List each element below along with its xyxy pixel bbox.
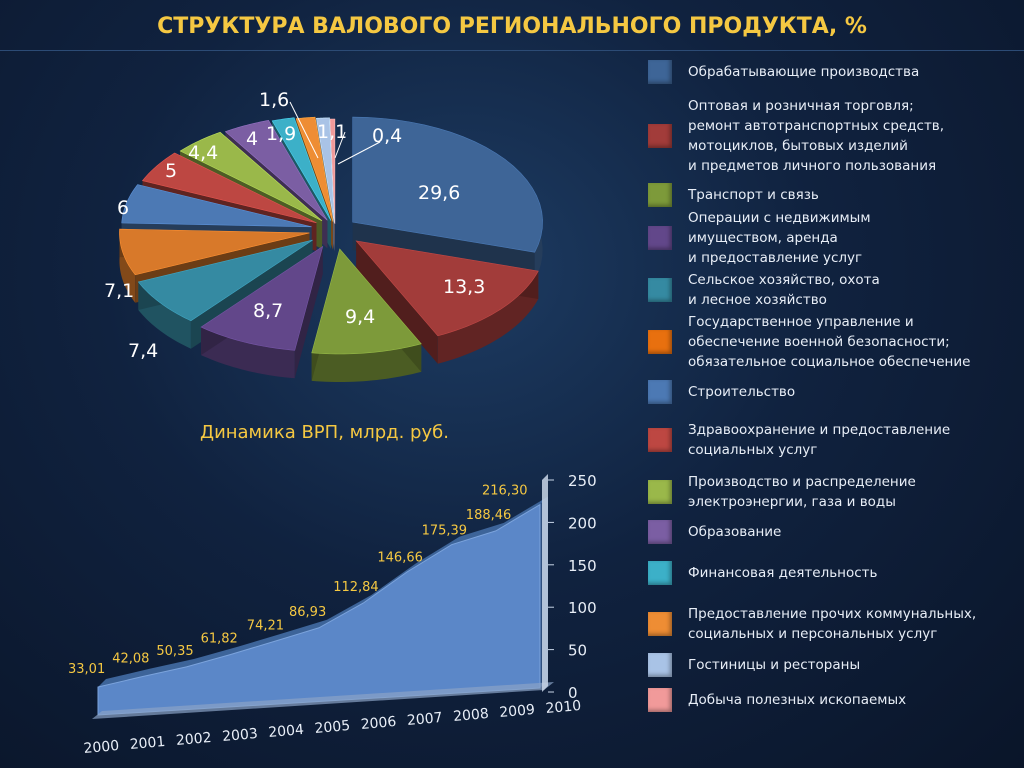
legend-label: Транспорт и связь — [688, 187, 819, 203]
legend-swatch — [648, 183, 672, 207]
pie-chart — [119, 101, 543, 382]
area-value-label: 74,21 — [247, 618, 284, 633]
pie-label-7: 6 — [117, 197, 130, 219]
legend-swatch — [648, 653, 672, 677]
legend-label: Гостиницы и рестораны — [688, 657, 861, 673]
y-tick-label: 250 — [568, 472, 597, 490]
page-title: СТРУКТУРА ВАЛОВОГО РЕГИОНАЛЬНОГО ПРОДУКТ… — [157, 14, 867, 39]
legend-swatch — [648, 428, 672, 452]
legend-item: Образование — [648, 520, 781, 544]
legend-swatch — [648, 330, 672, 354]
x-tick-label: 2008 — [453, 706, 490, 725]
legend-swatch — [648, 60, 672, 84]
pie-label-3: 9,4 — [345, 306, 376, 328]
legend-swatch — [648, 561, 672, 585]
legend-item: Операции с недвижимым имуществом, аренда… — [648, 208, 871, 268]
legend-swatch — [648, 520, 672, 544]
legend-item: Строительство — [648, 380, 795, 404]
pie-label-2: 13,3 — [443, 276, 486, 298]
x-tick-label: 2000 — [83, 738, 120, 757]
legend-label: Государственное управление и обеспечение… — [688, 314, 971, 370]
pie-label-1: 29,6 — [418, 182, 461, 204]
pie-label-12: 1,6 — [259, 89, 290, 111]
legend-item: Обрабатывающие производства — [648, 60, 919, 84]
pie-label-8: 5 — [165, 160, 178, 182]
legend-swatch — [648, 612, 672, 636]
area-value-label: 86,93 — [289, 605, 326, 620]
legend-label: Предоставление прочих коммунальных, соци… — [688, 606, 977, 642]
legend-item: Сельское хозяйство, охота и лесное хозяй… — [648, 270, 880, 310]
pie-slice-4 — [200, 245, 324, 379]
area-value-label: 50,35 — [156, 644, 193, 659]
pie-label-4: 8,7 — [253, 300, 284, 322]
y-tick-label: 0 — [568, 684, 578, 702]
area-chart-title: Динамика ВРП, млрд. руб. — [200, 422, 449, 443]
legend-item: Здравоохранение и предоставление социаль… — [648, 420, 950, 460]
legend-item: Предоставление прочих коммунальных, соци… — [648, 604, 976, 644]
x-tick-label: 2001 — [129, 734, 166, 753]
pie-label-9: 4,4 — [188, 142, 219, 164]
x-tick-label: 2009 — [499, 702, 536, 721]
legend-item: Гостиницы и рестораны — [648, 653, 860, 677]
x-tick-label: 2002 — [175, 730, 212, 749]
y-axis-wall — [542, 474, 548, 692]
legend-label: Производство и распределение электроэнер… — [688, 474, 916, 510]
y-tick-label: 100 — [568, 599, 597, 617]
pie-slice-3 — [311, 248, 422, 382]
legend-swatch — [648, 226, 672, 250]
pie-leader-lines — [289, 101, 381, 165]
area-value-label: 33,01 — [68, 662, 105, 677]
area-value-label: 146,66 — [377, 551, 423, 566]
legend-swatch — [648, 380, 672, 404]
y-tick-label: 150 — [568, 557, 597, 575]
area-value-label: 112,84 — [333, 580, 379, 595]
area-floor — [92, 682, 554, 719]
legend-swatch — [648, 688, 672, 712]
area-value-label: 61,82 — [201, 631, 238, 646]
x-tick-label: 2004 — [268, 722, 305, 741]
y-tick-label: 200 — [568, 514, 597, 532]
header-divider — [0, 50, 1024, 51]
pie-slice-2 — [355, 240, 539, 364]
legend-item: Транспорт и связь — [648, 183, 819, 207]
legend-swatch — [648, 480, 672, 504]
legend-label: Операции с недвижимым имуществом, аренда… — [688, 210, 871, 266]
legend-label: Строительство — [688, 384, 796, 400]
pie-label-13: 1,1 — [317, 121, 348, 143]
legend-item: Финансовая деятельность — [648, 561, 878, 585]
area-value-label: 42,08 — [112, 652, 149, 667]
x-tick-label: 2006 — [360, 714, 397, 733]
pie-label-5: 7,4 — [128, 340, 159, 362]
area-value-label: 188,46 — [466, 508, 512, 523]
legend-item: Оптовая и розничная торговля; ремонт авт… — [648, 96, 944, 176]
legend-item: Производство и распределение электроэнер… — [648, 472, 916, 512]
area-series — [97, 503, 541, 716]
pie-label-10: 4 — [246, 128, 259, 150]
x-tick-label: 2003 — [222, 726, 259, 745]
area-chart: 0 50 100 150 200 250 33,01 42,08 50,35 61,82 74,21… — [68, 472, 597, 757]
legend-label: Добыча полезных ископаемых — [688, 692, 907, 708]
x-tick-label: 2007 — [406, 710, 443, 729]
y-tick-label: 50 — [568, 642, 587, 660]
legend-label: Здравоохранение и предоставление социаль… — [688, 422, 951, 458]
legend-item: Государственное управление и обеспечение… — [648, 312, 970, 372]
x-tick-label: 2010 — [545, 698, 582, 717]
legend-swatch — [648, 278, 672, 302]
legend-label: Образование — [688, 524, 782, 540]
legend-label: Финансовая деятельность — [688, 565, 878, 581]
legend-label: Сельское хозяйство, охота и лесное хозяй… — [688, 272, 880, 308]
pie-label-14: 0,4 — [372, 125, 403, 147]
x-tick-label: 2005 — [314, 718, 351, 737]
legend-label: Оптовая и розничная торговля; ремонт авт… — [688, 98, 945, 174]
area-value-label: 216,30 — [482, 484, 528, 499]
legend-item: Добыча полезных ископаемых — [648, 688, 906, 712]
pie-label-6: 7,1 — [104, 280, 135, 302]
legend-swatch — [648, 124, 672, 148]
area-value-label: 175,39 — [422, 524, 468, 539]
legend-label: Обрабатывающие производства — [688, 64, 920, 80]
pie-label-11: 1,9 — [266, 123, 297, 145]
